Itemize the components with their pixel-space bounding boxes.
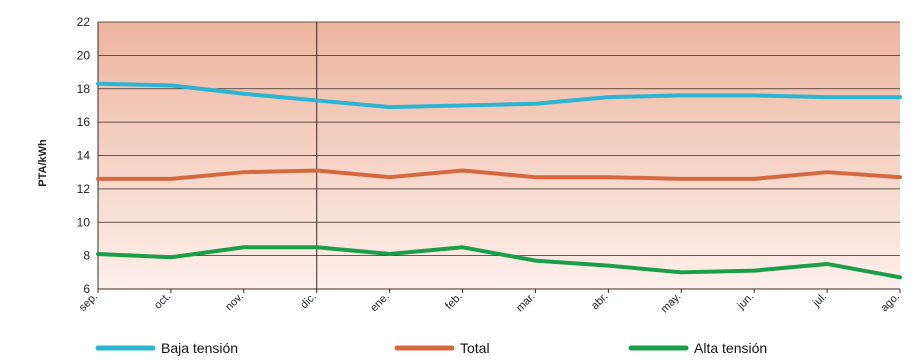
x-tick-label: jul. — [810, 291, 829, 310]
x-tick-label: may. — [659, 291, 684, 316]
legend-label-2: Alta tensión — [694, 340, 767, 356]
x-tick-label: jun. — [735, 291, 757, 313]
x-tick-label: abr. — [589, 291, 610, 312]
y-tick-label: 20 — [77, 48, 91, 62]
x-tick-label: oct. — [152, 291, 173, 312]
x-tick-label: feb. — [443, 291, 464, 312]
y-tick-label: 6 — [83, 282, 90, 296]
series-line-0 — [96, 81, 902, 110]
x-tick-label: nov. — [223, 291, 246, 314]
legend-label-1: Total — [460, 340, 490, 356]
legend: Baja tensión Total Alta tensión — [95, 340, 767, 356]
x-tick-label: mar. — [514, 291, 538, 315]
series-line-2 — [96, 245, 902, 280]
y-tick-label: 16 — [77, 115, 91, 129]
y-tick-label: 8 — [83, 249, 90, 263]
y-tick-label: 18 — [77, 82, 91, 96]
x-tick-label: ago. — [878, 291, 902, 315]
x-tick-label: sep. — [77, 291, 100, 314]
y-tick-label: 12 — [77, 182, 91, 196]
y-axis-label: PTA/kWh — [37, 139, 49, 187]
y-tick-labels: 6 8 10 12 14 16 18 20 22 — [77, 15, 91, 296]
series-line-1 — [96, 168, 902, 181]
x-tick-label: dic. — [298, 291, 319, 312]
y-tick-label: 14 — [77, 149, 91, 163]
y-tick-label: 22 — [77, 15, 91, 29]
series-lines — [96, 81, 902, 280]
y-tick-label: 10 — [77, 215, 91, 229]
x-tick-labels: sep. oct. nov. dic. ene. feb. mar. abr. may. jun.… — [77, 291, 902, 316]
x-tick-label: ene. — [368, 291, 392, 315]
legend-label-0: Baja tensión — [161, 340, 238, 356]
